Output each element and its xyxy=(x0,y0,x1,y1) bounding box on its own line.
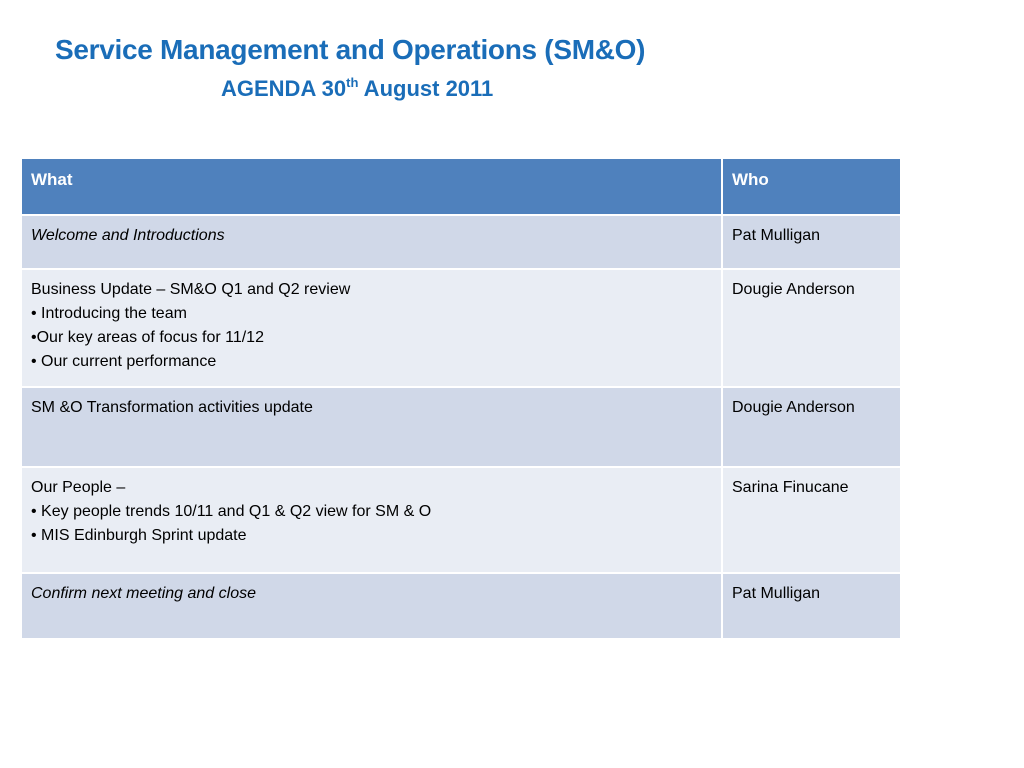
presenter-cell: Dougie Anderson xyxy=(721,268,902,388)
table-row: Welcome and Introductions Pat Mulligan xyxy=(20,214,902,270)
agenda-table: What Who Welcome and Introductions Pat M… xyxy=(20,157,902,640)
table-row: Confirm next meeting and close Pat Mulli… xyxy=(20,572,902,640)
agenda-item-cell: Our People – • Key people trends 10/11 a… xyxy=(20,466,723,574)
page-title: Service Management and Operations (SM&O) xyxy=(55,34,646,65)
agenda-item-cell: Business Update – SM&O Q1 and Q2 review … xyxy=(20,268,723,388)
column-header-who: Who xyxy=(721,157,902,216)
presenter-cell: Pat Mulligan xyxy=(721,214,902,270)
agenda-item-line: •Our key areas of focus for 11/12 xyxy=(31,329,264,346)
agenda-item-line: • Key people trends 10/11 and Q1 & Q2 vi… xyxy=(31,503,432,520)
agenda-item-line: • Introducing the team xyxy=(31,305,187,322)
agenda-item-line: Welcome and Introductions xyxy=(31,227,225,244)
column-header-what: What xyxy=(20,157,723,216)
agenda-item-line: Confirm next meeting and close xyxy=(31,585,256,602)
presenter-cell: Dougie Anderson xyxy=(721,386,902,468)
table-row: Business Update – SM&O Q1 and Q2 review … xyxy=(20,268,902,388)
agenda-item-line: Our People – xyxy=(31,479,126,496)
subtitle-ordinal-suffix: th xyxy=(346,75,359,90)
agenda-item-line: Business Update – SM&O Q1 and Q2 review xyxy=(31,281,351,298)
agenda-item-cell: Confirm next meeting and close xyxy=(20,572,723,640)
agenda-date-subtitle: AGENDA 30th August 2011 xyxy=(221,76,493,102)
table-header-row: What Who xyxy=(20,157,902,216)
subtitle-prefix: AGENDA 30 xyxy=(221,76,347,101)
agenda-item-line: • MIS Edinburgh Sprint update xyxy=(31,527,247,544)
agenda-item-cell: Welcome and Introductions xyxy=(20,214,723,270)
table-row: SM &O Transformation activities update D… xyxy=(20,386,902,468)
table-row: Our People – • Key people trends 10/11 a… xyxy=(20,466,902,574)
subtitle-suffix: August 2011 xyxy=(358,76,494,101)
agenda-item-line: SM &O Transformation activities update xyxy=(31,399,313,416)
agenda-item-line: • Our current performance xyxy=(31,353,217,370)
presenter-cell: Pat Mulligan xyxy=(721,572,902,640)
agenda-item-cell: SM &O Transformation activities update xyxy=(20,386,723,468)
presenter-cell: Sarina Finucane xyxy=(721,466,902,574)
